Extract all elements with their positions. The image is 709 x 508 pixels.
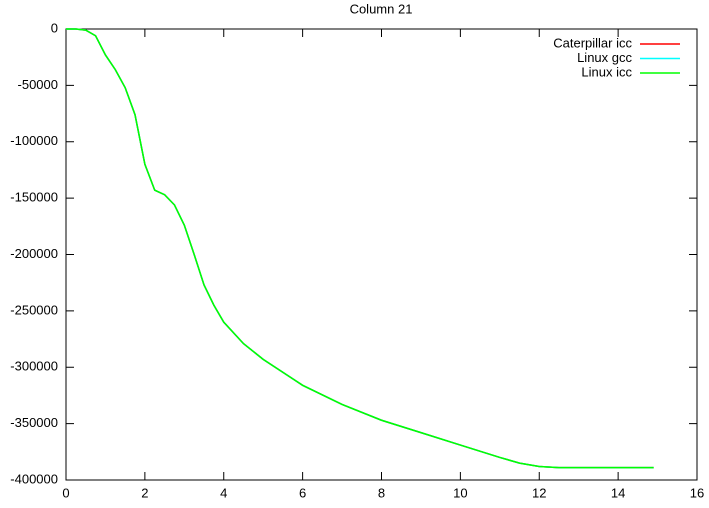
y-tick-label: -150000 xyxy=(10,190,58,205)
x-tick-label: 8 xyxy=(378,485,385,500)
y-tick-label: -100000 xyxy=(10,133,58,148)
plot-frame xyxy=(65,28,698,481)
y-tick-label: -350000 xyxy=(10,415,58,430)
legend-label: Linux gcc xyxy=(577,50,632,65)
legend-label: Linux icc xyxy=(581,64,632,79)
x-tick-label: 4 xyxy=(220,485,227,500)
x-tick-label: 10 xyxy=(453,485,467,500)
x-tick-label: 12 xyxy=(532,485,546,500)
series-line xyxy=(66,28,654,469)
y-tick-label: -200000 xyxy=(10,246,58,261)
y-tick-label: 0 xyxy=(51,20,58,35)
x-tick-label: 0 xyxy=(62,485,69,500)
chart-title: Column 21 xyxy=(350,1,413,16)
y-tick-label: -50000 xyxy=(18,77,58,92)
series-line xyxy=(66,28,654,469)
x-tick-label: 16 xyxy=(690,485,704,500)
legend-label: Caterpillar icc xyxy=(553,35,632,50)
series-line xyxy=(66,28,654,469)
y-tick-label: -300000 xyxy=(10,359,58,374)
x-tick-label: 2 xyxy=(141,485,148,500)
y-tick-label: -250000 xyxy=(10,302,58,317)
y-tick-label: -400000 xyxy=(10,471,58,486)
x-tick-label: 6 xyxy=(299,485,306,500)
x-tick-label: 14 xyxy=(611,485,625,500)
